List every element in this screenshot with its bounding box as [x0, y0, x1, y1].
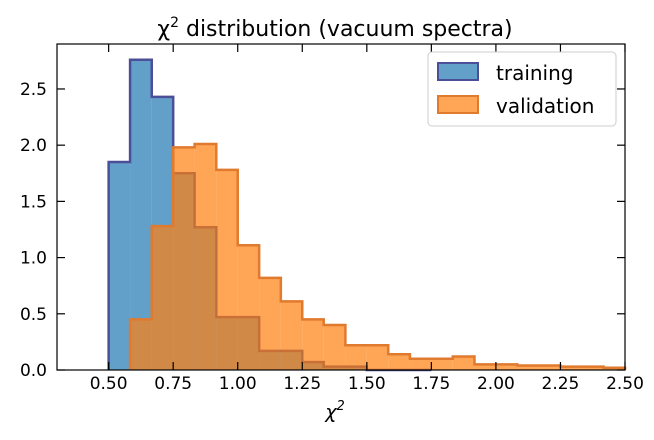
- chart-title-superscript: 2: [170, 15, 179, 31]
- axis-ticks: 0.50 0.75 1.00 1.25 1.50 1.75 2.00 2.25 2.50 0.0 0…: [20, 44, 644, 394]
- validation-bar-11: [366, 345, 389, 370]
- x-tick-label-2: 1.00: [219, 374, 257, 394]
- histogram-bars: [107, 58, 627, 372]
- x-tick-label-7: 2.25: [542, 374, 580, 394]
- validation-bar-7: [280, 301, 303, 370]
- validation-bar-15: [452, 356, 475, 370]
- validation-bar-5: [237, 245, 260, 370]
- validation-bar-9: [323, 325, 346, 370]
- training-bar-1: [130, 59, 152, 371]
- validation-bar-13: [409, 358, 432, 370]
- validation-bar-19: [539, 365, 561, 370]
- y-tick-label-4: 2.0: [20, 136, 47, 156]
- y-tick-label-1: 0.5: [20, 305, 47, 325]
- y-tick-label-5: 2.5: [20, 80, 47, 100]
- x-tick-label-1: 0.75: [154, 374, 192, 394]
- validation-outline: [128, 142, 627, 370]
- y-tick-label-3: 1.5: [20, 192, 47, 212]
- legend-label-validation: validation: [496, 94, 594, 118]
- validation-bar-12: [388, 354, 410, 370]
- validation-bar-16: [474, 364, 496, 370]
- validation-bar-17: [495, 364, 518, 370]
- chart-title: χ2 distribution (vacuum spectra): [157, 15, 512, 42]
- legend-swatch-training: [437, 62, 479, 81]
- validation-bar-2: [173, 147, 195, 370]
- x-axis-label-superscript: 2: [336, 399, 344, 414]
- legend: training validation: [427, 51, 617, 127]
- validation-bar-21: [581, 366, 604, 370]
- y-tick-label-0: 0.0: [20, 361, 47, 381]
- validation-bar-20: [560, 366, 582, 370]
- x-tick-label-8: 2.50: [606, 374, 644, 394]
- chart-title-rest: distribution (vacuum spectra): [179, 17, 513, 42]
- validation-bar-0: [130, 319, 152, 370]
- training-bar-0: [108, 162, 131, 370]
- plot-frame: [56, 43, 626, 371]
- series-validation: [128, 142, 627, 370]
- x-tick-label-3: 1.25: [283, 374, 321, 394]
- validation-bar-10: [345, 345, 367, 370]
- x-tick-label-0: 0.50: [90, 374, 128, 394]
- legend-label-training: training: [496, 61, 573, 85]
- y-tick-label-2: 1.0: [20, 249, 47, 269]
- x-tick-label-6: 2.00: [477, 374, 515, 394]
- validation-bar-4: [216, 169, 238, 370]
- validation-bar-6: [259, 277, 281, 370]
- validation-bar-8: [302, 319, 324, 370]
- x-axis-label-symbol: χ: [324, 401, 337, 423]
- validation-bar-3: [194, 144, 217, 370]
- validation-bar-18: [517, 365, 540, 370]
- x-tick-label-4: 1.50: [348, 374, 386, 394]
- x-tick-label-5: 1.75: [412, 374, 450, 394]
- legend-swatch-validation: [437, 95, 479, 114]
- chart-title-symbol: χ: [157, 17, 170, 42]
- x-axis-label: χ2: [324, 399, 345, 423]
- validation-bar-1: [151, 226, 174, 370]
- validation-bar-14: [431, 358, 453, 370]
